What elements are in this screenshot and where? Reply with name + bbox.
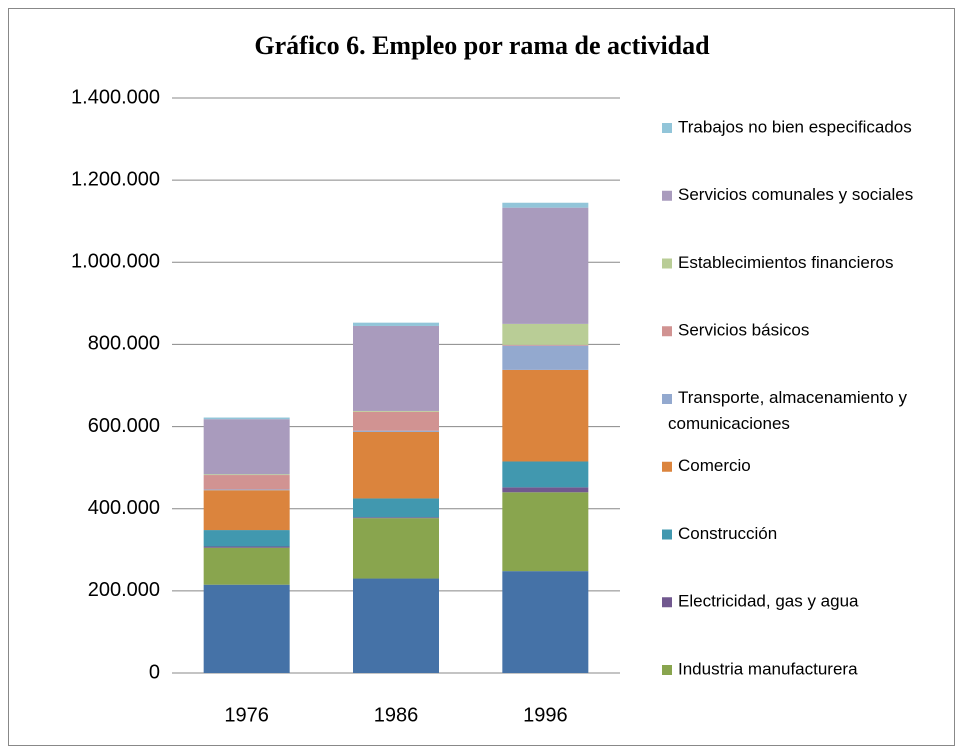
bar-segment <box>203 546 290 548</box>
bar-segment <box>502 571 589 673</box>
bar-segment <box>353 431 439 499</box>
y-tick-label: 600.000 <box>88 415 160 437</box>
legend-label: Establecimientos financieros <box>678 253 893 272</box>
legend-swatch <box>662 665 672 675</box>
legend-label: Transporte, almacenamiento y comunicacio… <box>668 388 912 433</box>
bar-segment <box>502 323 589 345</box>
bar-segment <box>353 498 439 518</box>
chart-frame <box>8 8 955 746</box>
bar-segment <box>353 430 439 432</box>
bar-segment <box>353 517 439 519</box>
bar-segment <box>353 518 439 579</box>
bar-segment <box>203 419 290 475</box>
y-tick-label: 1.200.000 <box>71 168 160 190</box>
legend-swatch <box>662 190 672 201</box>
bar-segment <box>203 530 290 547</box>
bar-segment <box>203 417 290 420</box>
legend-swatch <box>662 597 672 608</box>
legend-swatch <box>662 529 672 540</box>
y-tick-label: 1.400.000 <box>71 86 160 108</box>
y-tick-label: 400.000 <box>88 497 160 519</box>
x-tick-label: 1986 <box>374 704 419 726</box>
legend-label: Comercio <box>678 456 751 475</box>
bar-segment <box>353 411 439 431</box>
bar-segment <box>203 490 290 531</box>
bar-segment <box>502 344 589 346</box>
x-tick-label: 1976 <box>224 704 269 726</box>
y-tick-label: 1.000.000 <box>71 251 160 273</box>
bar-segment <box>203 547 290 585</box>
legend-label: Electricidad, gas y agua <box>678 592 859 611</box>
legend-swatch <box>662 326 672 337</box>
legend-swatch <box>662 258 672 269</box>
legend-label: Trabajos no bien especificados <box>678 117 912 136</box>
y-tick-label: 800.000 <box>88 333 160 355</box>
bar-segment <box>502 369 589 462</box>
y-tick-label: 0 <box>149 661 160 683</box>
legend-label: Construcción <box>678 524 777 543</box>
bar-segment <box>203 474 290 476</box>
bar-segment <box>203 489 290 491</box>
bar-segment <box>353 322 439 326</box>
legend-swatch <box>662 461 672 472</box>
x-tick-label: 1996 <box>523 704 568 726</box>
chart-title: Gráfico 6. Empleo por rama de actividad <box>254 31 710 60</box>
bar-segment <box>502 207 589 324</box>
bar-segment <box>502 345 589 370</box>
bar-segment <box>353 578 439 673</box>
legend-swatch <box>662 123 672 133</box>
bar-segment <box>353 410 439 412</box>
bar-segment <box>203 584 290 673</box>
legend-label: Servicios comunales y sociales <box>678 185 913 204</box>
legend-label: Servicios básicos <box>678 321 809 340</box>
bar-segment <box>353 325 439 411</box>
bar-segment <box>502 487 589 493</box>
y-tick-label: 200.000 <box>88 579 160 601</box>
bar-segment <box>502 202 589 208</box>
legend-label: Industria manufacturera <box>678 659 858 678</box>
bar-segment <box>502 492 589 572</box>
bar-segment <box>203 475 290 490</box>
legend-swatch <box>662 394 672 404</box>
bar-segment <box>502 461 589 488</box>
